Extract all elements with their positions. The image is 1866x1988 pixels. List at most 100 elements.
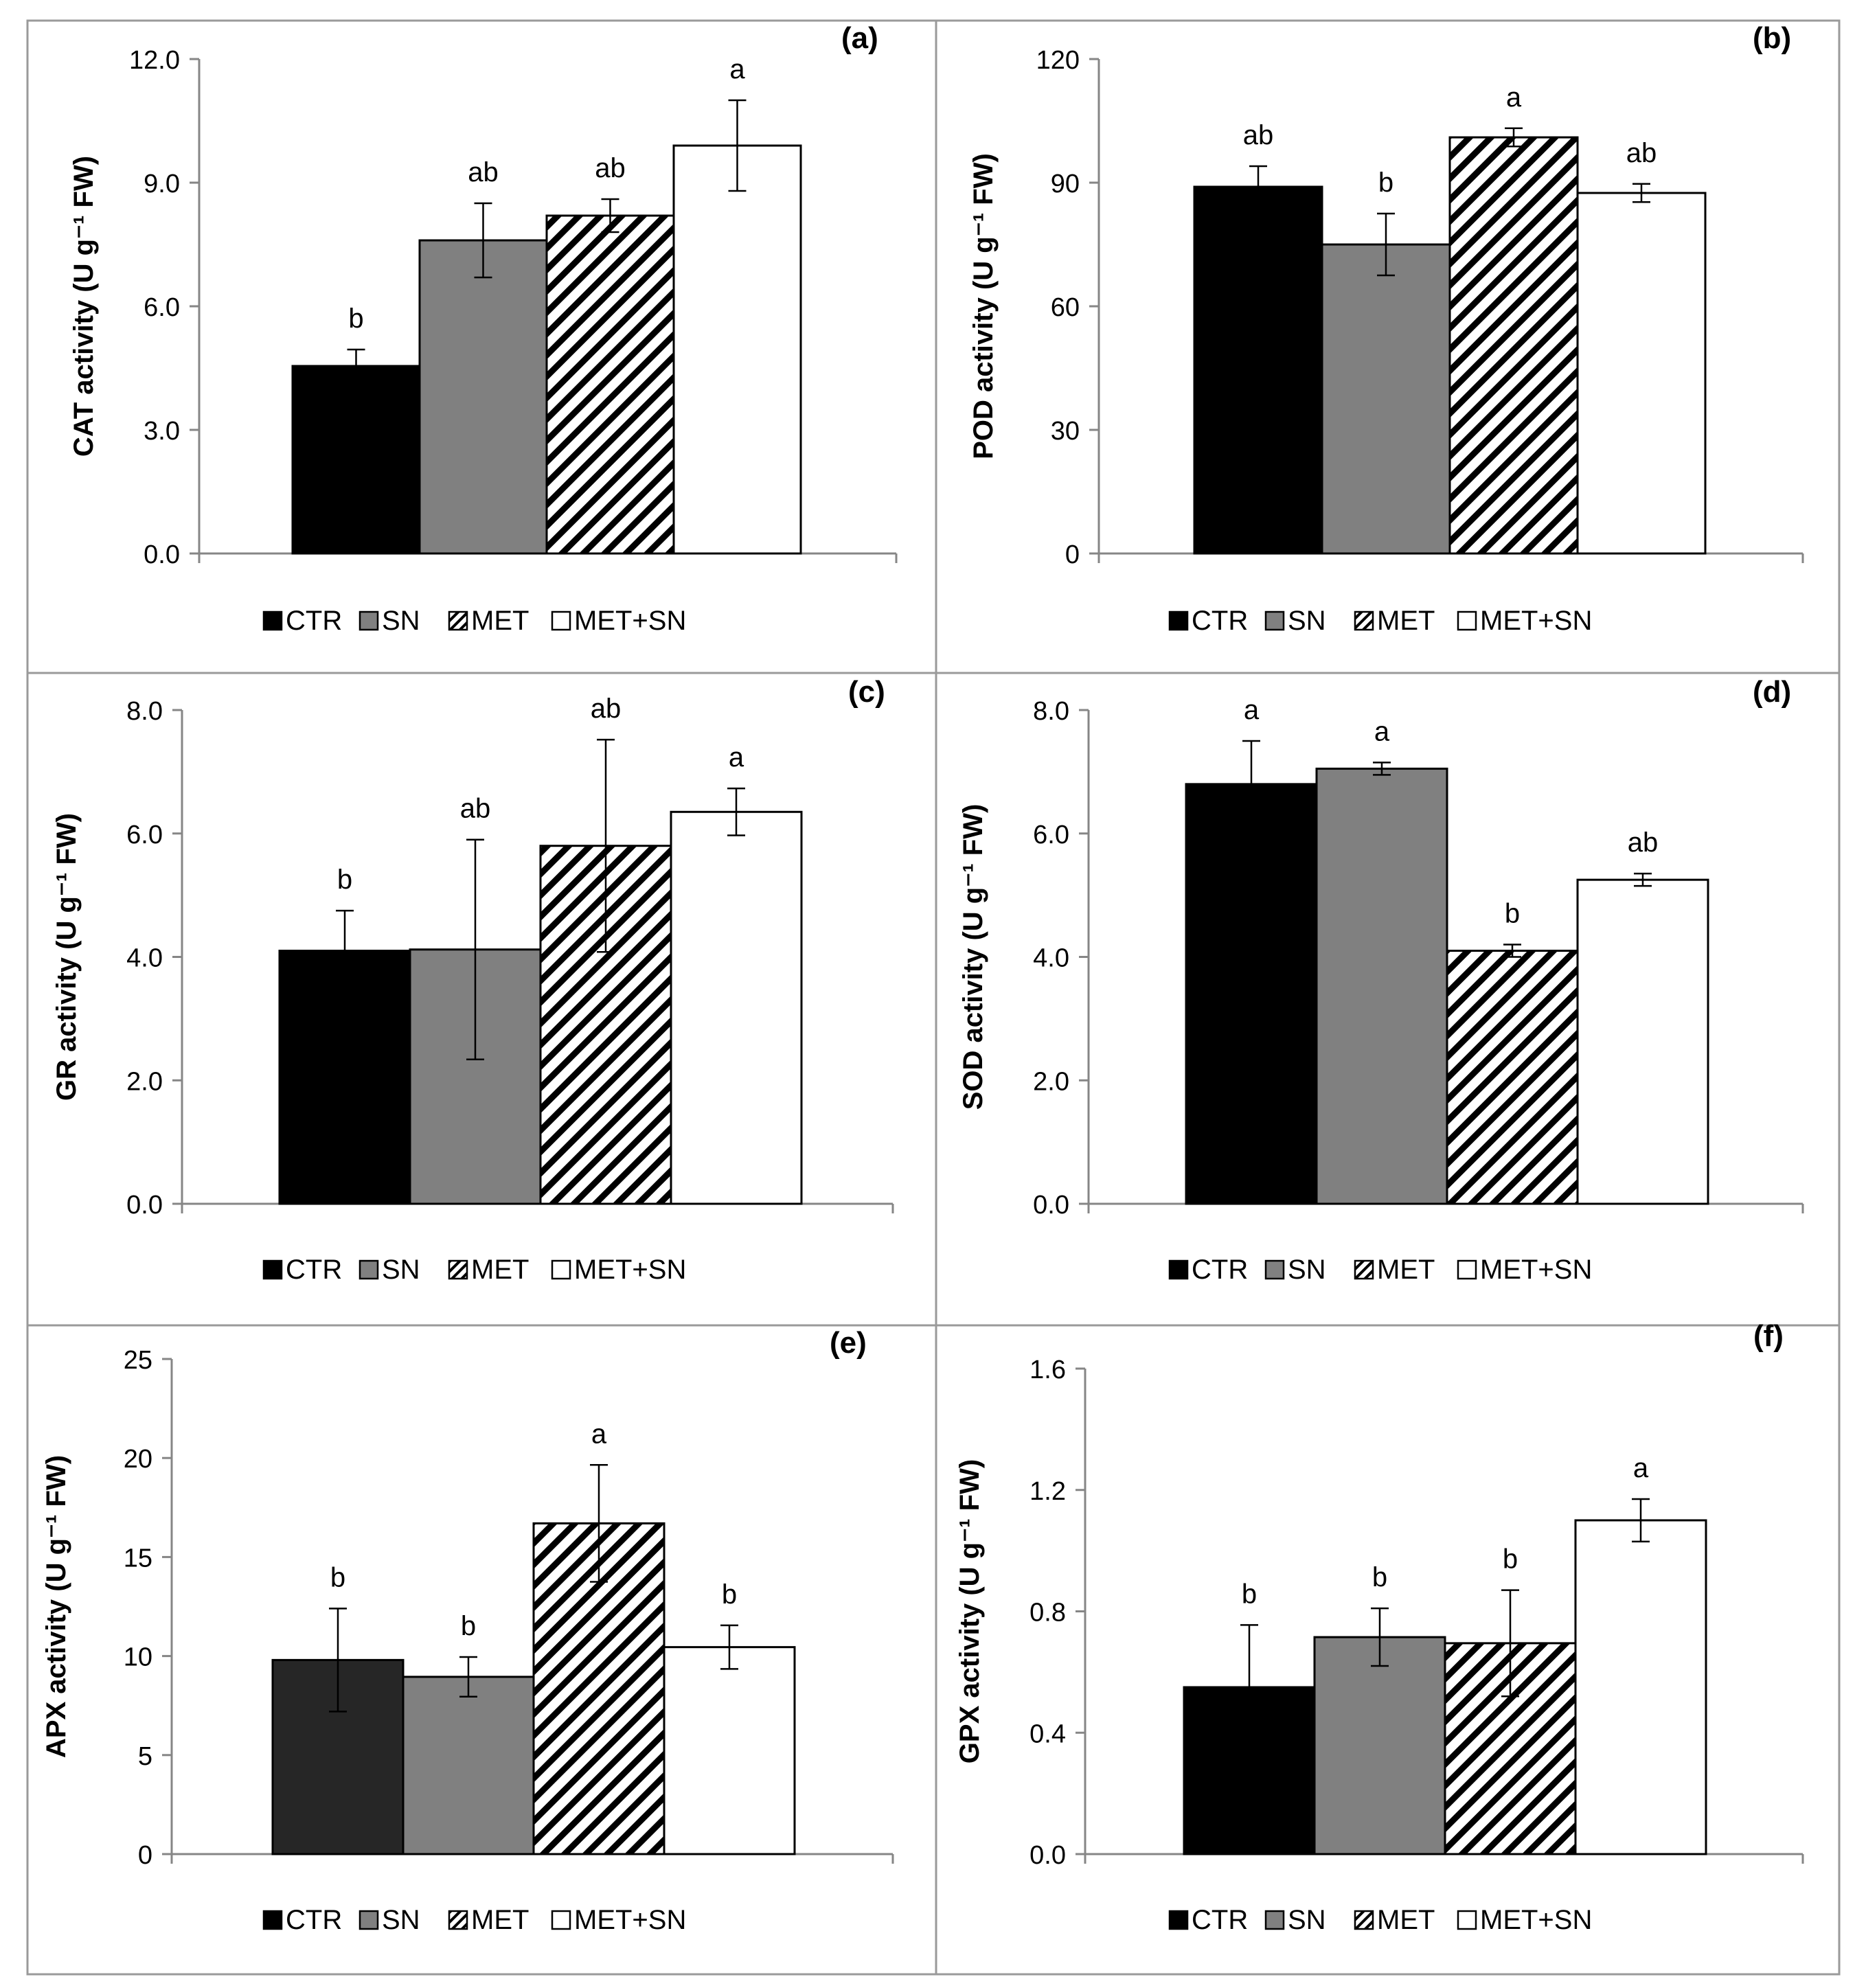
panel-label: (b) — [1753, 21, 1791, 55]
significance-letter: b — [1378, 168, 1393, 198]
legend-label: CTR — [286, 1255, 342, 1285]
y-tick-label: 60 — [1051, 293, 1080, 322]
y-tick-label: 20 — [124, 1445, 152, 1474]
bar-met — [545, 214, 675, 555]
significance-letter: a — [729, 54, 745, 84]
y-axis-label: APX activity (U g⁻¹ FW) — [41, 1455, 71, 1758]
y-tick-label: 0.0 — [126, 1191, 163, 1220]
y-tick-label: 0.0 — [1033, 1191, 1069, 1220]
legend-swatch-met-sn — [551, 1259, 571, 1280]
significance-letter: b — [330, 1562, 345, 1592]
legend-label: SN — [1288, 606, 1326, 636]
bar-met — [1448, 136, 1579, 555]
legend-swatch-sn — [359, 1910, 379, 1930]
legend-swatch-sn — [1264, 610, 1285, 631]
panel-label: (f) — [1753, 1319, 1784, 1353]
significance-letter: ab — [1626, 138, 1657, 168]
legend-swatch-met — [1354, 1910, 1374, 1930]
significance-letter: ab — [468, 157, 499, 187]
y-tick-label: 6.0 — [144, 293, 180, 322]
y-tick-label: 2.0 — [1033, 1067, 1069, 1096]
legend-label: CTR — [1192, 606, 1248, 636]
legend-swatch-met-sn — [1457, 610, 1477, 631]
legend-swatch-ctr — [1168, 610, 1189, 631]
legend-swatch-met — [448, 1910, 468, 1930]
significance-letter: a — [1244, 695, 1260, 725]
legend-swatch-met — [1354, 610, 1374, 631]
legend-swatch-ctr — [262, 1259, 283, 1280]
y-tick-label: 4.0 — [1033, 944, 1069, 973]
bar-met-sn — [670, 810, 803, 1205]
y-tick-label: 4.0 — [126, 944, 163, 973]
bar-met-sn — [672, 144, 802, 555]
legend-label: MET+SN — [1480, 606, 1592, 636]
y-tick-label: 15 — [124, 1544, 152, 1573]
y-tick-label: 0.0 — [144, 540, 180, 569]
y-tick-label: 2.0 — [126, 1067, 163, 1096]
bar-ctr — [278, 950, 411, 1205]
significance-letter: a — [1633, 1453, 1649, 1483]
legend-label: MET+SN — [574, 1255, 686, 1285]
legend-label: MET — [471, 1905, 529, 1935]
legend-swatch-met — [448, 1259, 468, 1280]
legend-label: SN — [382, 1255, 420, 1285]
legend-swatch-sn — [359, 610, 379, 631]
significance-letter: b — [1242, 1579, 1257, 1609]
y-axis-label: SOD activity (U g⁻¹ FW) — [958, 804, 988, 1110]
y-tick-label: 3.0 — [144, 417, 180, 446]
significance-letter: ab — [1243, 120, 1274, 150]
legend-swatch-met-sn — [551, 1910, 571, 1930]
legend-label: MET+SN — [1480, 1255, 1592, 1285]
bar-met — [1446, 950, 1579, 1205]
significance-letter: ab — [595, 153, 626, 183]
significance-letter: b — [1503, 1544, 1518, 1575]
bar-sn — [1313, 1636, 1446, 1855]
panel-label: (a) — [841, 21, 878, 55]
y-axis-label: CAT activity (U g⁻¹ FW) — [69, 156, 99, 457]
legend-label: MET+SN — [574, 1905, 686, 1935]
y-tick-label: 120 — [1036, 46, 1080, 75]
y-tick-label: 10 — [124, 1643, 152, 1672]
y-tick-label: 8.0 — [1033, 697, 1069, 726]
bar-met-sn — [663, 1646, 796, 1855]
significance-letter: b — [461, 1611, 476, 1641]
y-tick-label: 0 — [138, 1841, 152, 1870]
bar-sn — [402, 1676, 535, 1855]
legend-label: CTR — [286, 606, 342, 636]
significance-letter: b — [1372, 1562, 1387, 1592]
legend-label: MET+SN — [1480, 1905, 1592, 1935]
bar-sn — [1315, 767, 1448, 1205]
bar-met-sn — [1576, 878, 1709, 1205]
significance-letter: a — [1374, 716, 1390, 746]
bar-ctr — [1185, 783, 1318, 1205]
y-tick-label: 1.6 — [1029, 1356, 1066, 1384]
legend-label: CTR — [286, 1905, 342, 1935]
legend-label: SN — [382, 1905, 420, 1935]
legend-swatch-met — [1354, 1259, 1374, 1280]
bar-ctr — [1193, 185, 1323, 555]
significance-letter: b — [337, 865, 352, 895]
significance-letter: a — [1506, 82, 1522, 113]
bar-met-sn — [1576, 192, 1707, 555]
legend-label: SN — [1288, 1905, 1326, 1935]
y-tick-label: 12.0 — [129, 46, 180, 75]
significance-letter: b — [1505, 899, 1520, 929]
legend-label: MET — [1377, 1255, 1435, 1285]
y-tick-label: 1.2 — [1029, 1477, 1066, 1506]
significance-letter: b — [722, 1579, 737, 1610]
significance-letter: ab — [460, 794, 491, 824]
y-tick-label: 9.0 — [144, 170, 180, 198]
y-tick-label: 0.4 — [1029, 1719, 1066, 1748]
legend-swatch-ctr — [1168, 1259, 1189, 1280]
y-tick-label: 90 — [1051, 170, 1080, 198]
legend-swatch-met-sn — [1457, 1910, 1477, 1930]
y-tick-label: 0 — [1065, 540, 1080, 569]
legend-swatch-met-sn — [1457, 1259, 1477, 1280]
y-tick-label: 5 — [138, 1742, 152, 1771]
legend-swatch-sn — [359, 1259, 379, 1280]
significance-letter: ab — [1628, 827, 1659, 858]
y-tick-label: 0.8 — [1029, 1599, 1066, 1627]
significance-letter: b — [348, 304, 363, 334]
panel-label: (c) — [848, 675, 885, 709]
